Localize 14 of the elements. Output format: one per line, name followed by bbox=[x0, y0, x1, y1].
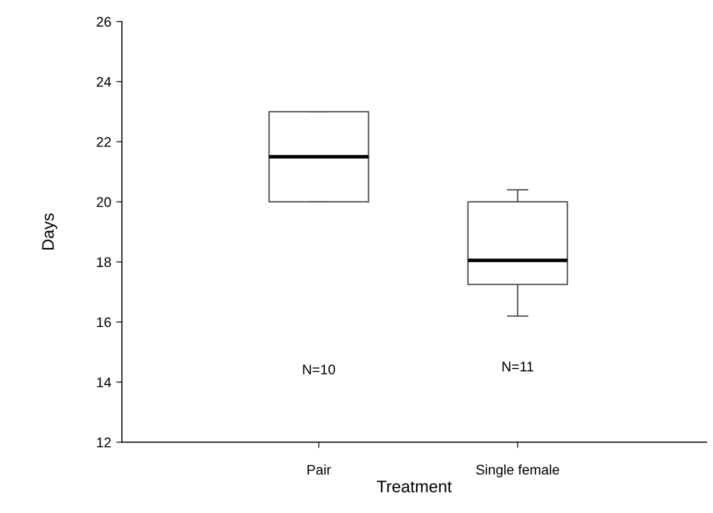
annotation: N=10 bbox=[303, 364, 336, 374]
x-axis-title: Treatment bbox=[376, 480, 452, 492]
x-tick-label: Pair bbox=[308, 464, 331, 475]
x-tick-label: Single female bbox=[476, 464, 560, 478]
y-tick-label: 24 bbox=[96, 76, 112, 87]
y-tick-label: 16 bbox=[97, 317, 111, 328]
annotation: N=11 bbox=[502, 362, 534, 372]
y-axis-title: Days bbox=[42, 213, 58, 250]
y-tick-label: 20 bbox=[96, 197, 111, 207]
y-tick-label: 22 bbox=[96, 137, 111, 147]
y-tick-label: 26 bbox=[96, 16, 111, 27]
y-tick-label: 12 bbox=[97, 438, 111, 448]
y-tick-label: 14 bbox=[97, 378, 112, 388]
y-tick-label: 18 bbox=[97, 257, 111, 268]
